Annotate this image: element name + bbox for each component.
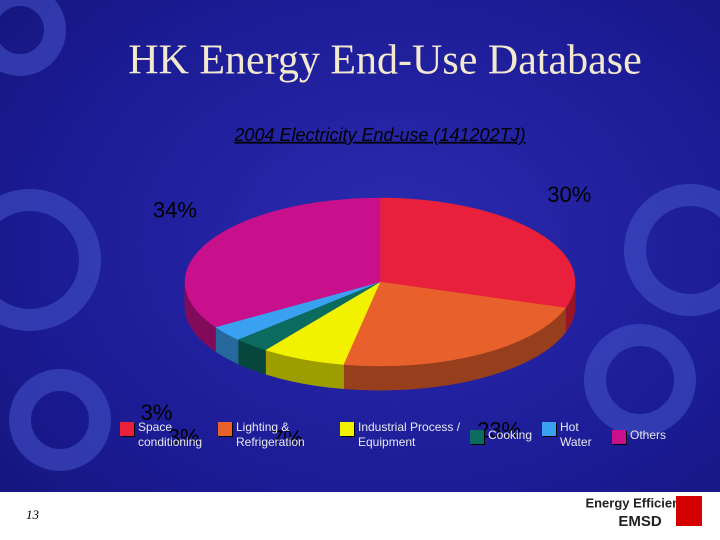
legend-label: Hot Water <box>560 420 592 449</box>
data-label: 3% <box>168 424 200 449</box>
logo-icon <box>676 496 702 526</box>
legend-label: Others <box>630 428 667 442</box>
legend-label: Space conditioning <box>138 420 203 449</box>
pie <box>184 197 576 391</box>
legend-label: Cooking <box>488 428 533 442</box>
legend-swatch <box>542 422 556 436</box>
gear-decoration <box>0 0 720 471</box>
slide-title: HK Energy End-Use Database <box>128 38 642 84</box>
legend-swatch <box>218 422 232 436</box>
footer-band <box>0 492 720 540</box>
data-label: 23% <box>477 418 521 443</box>
data-label: 30% <box>547 182 591 207</box>
pie-slice <box>343 281 566 367</box>
legend-item: Cooking <box>470 428 548 444</box>
chart-subtitle: 2004 Electricity End-use (141202TJ) <box>233 125 525 145</box>
logo-text: Energy Efficiency <box>585 495 695 510</box>
slide-number: 13 <box>26 507 40 522</box>
legend-label: Lighting & Refrigeration <box>236 420 305 449</box>
legend-swatch <box>120 422 134 436</box>
legend-swatch <box>470 430 484 444</box>
pie-slice <box>184 197 381 328</box>
pie-slice <box>379 197 576 309</box>
data-label: 7% <box>271 426 303 451</box>
legend-item: Lighting & Refrigeration <box>218 420 316 450</box>
data-label: 34% <box>153 197 197 222</box>
data-label: 3% <box>141 400 173 425</box>
legend-label: Industrial Process / Equipment <box>358 420 461 449</box>
legend-item: Industrial Process / Equipment <box>340 420 463 450</box>
legend-swatch <box>340 422 354 436</box>
logo-text: EMSD <box>618 513 662 530</box>
legend-item: Hot Water <box>542 420 605 450</box>
legend-item: Others <box>612 428 700 444</box>
legend-item: Space conditioning <box>120 420 218 450</box>
legend-swatch <box>612 430 626 444</box>
